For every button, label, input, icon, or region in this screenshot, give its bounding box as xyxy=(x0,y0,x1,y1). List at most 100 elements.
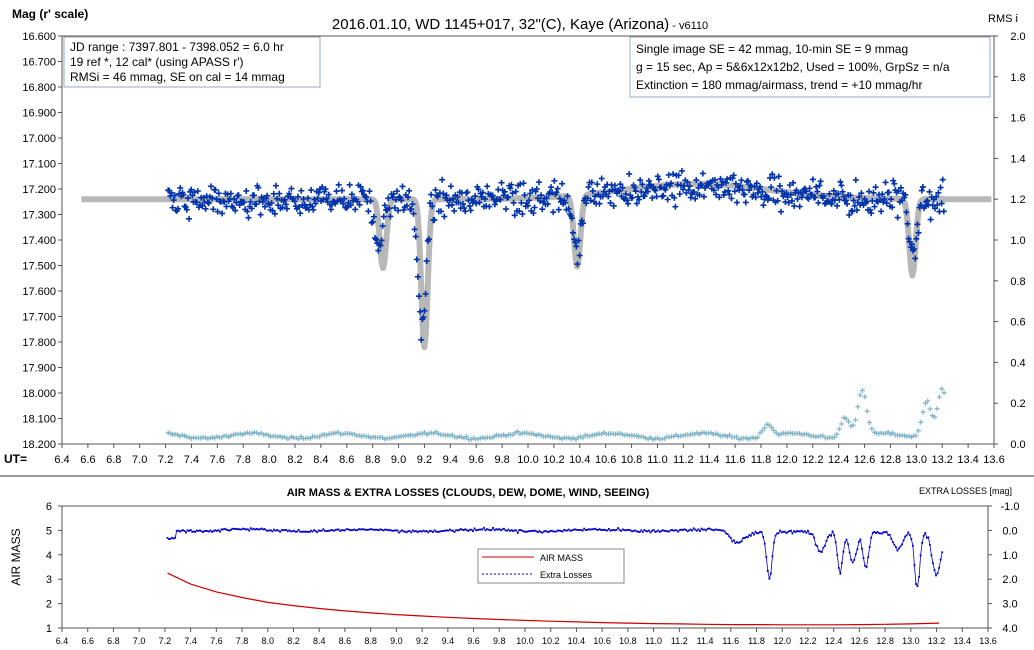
extra-losses-point xyxy=(219,530,221,533)
magnitude-point xyxy=(718,181,725,188)
extra-losses-point xyxy=(617,527,620,529)
extra-losses-point xyxy=(476,529,479,531)
top-x-tick-label: 13.6 xyxy=(983,454,1004,466)
extra-losses-point xyxy=(320,529,323,532)
magnitude-point xyxy=(283,205,290,212)
top-y2-tick-label: 0.0 xyxy=(1010,439,1025,451)
magnitude-point xyxy=(839,188,846,195)
magnitude-point xyxy=(526,197,533,204)
extra-losses-point xyxy=(357,528,360,531)
magnitude-point xyxy=(366,188,373,195)
magnitude-point xyxy=(385,195,392,202)
extra-losses-point xyxy=(834,541,837,544)
magnitude-point xyxy=(184,195,191,202)
extra-losses-point xyxy=(411,529,414,532)
magnitude-point xyxy=(817,178,824,185)
magnitude-point xyxy=(512,188,519,195)
extra-losses-point xyxy=(621,528,624,531)
extra-losses-point xyxy=(557,529,559,532)
extra-losses-point xyxy=(484,529,487,532)
extra-losses-point xyxy=(217,529,220,532)
extra-losses-point xyxy=(657,529,660,532)
magnitude-point xyxy=(472,193,479,200)
extra-losses-point xyxy=(181,529,184,532)
extra-losses-point xyxy=(439,530,442,533)
extra-losses-point xyxy=(790,529,792,532)
extra-losses-point xyxy=(888,533,891,536)
top-y-label: Mag (r' scale) xyxy=(12,7,88,21)
magnitude-point xyxy=(170,197,177,204)
top-x-tick-label: 11.6 xyxy=(725,454,746,466)
magnitude-point xyxy=(754,189,761,196)
top-y2-ticks: 2.0 1.8 1.6 1.4 1.2 1.0 0.8 0.6 0.4 0.2 0.0 xyxy=(994,31,1026,451)
rms-point xyxy=(934,406,940,412)
extra-losses-point xyxy=(584,529,587,531)
extra-losses-point xyxy=(362,528,365,531)
magnitude-point xyxy=(684,179,691,186)
magnitude-point xyxy=(885,189,892,196)
extra-losses-point xyxy=(191,530,194,533)
top-y-tick-label: 17.400 xyxy=(22,235,56,247)
extra-losses-point xyxy=(456,529,459,532)
bottom-y2-tick-label: 1.0 xyxy=(1002,550,1017,562)
extra-losses-point xyxy=(840,562,843,564)
extra-losses-point xyxy=(785,532,788,534)
magnitude-point xyxy=(676,190,683,197)
magnitude-point xyxy=(296,203,303,210)
magnitude-point xyxy=(347,202,354,209)
extra-losses-point xyxy=(833,534,836,537)
top-x-tick-label: 9.6 xyxy=(469,454,484,466)
extra-losses-point xyxy=(882,531,885,534)
extra-losses-point xyxy=(620,530,623,532)
magnitude-point xyxy=(912,255,919,262)
magnitude-point xyxy=(460,200,467,207)
extra-losses-point xyxy=(499,529,502,532)
extra-losses-point xyxy=(473,527,476,530)
rms-point xyxy=(578,434,584,440)
top-x-tick-label: 10.8 xyxy=(621,454,642,466)
bottom-y-tick-label: 3 xyxy=(46,574,52,586)
magnitude-point xyxy=(927,216,934,223)
magnitude-point xyxy=(812,194,819,201)
magnitude-point xyxy=(643,185,650,192)
rms-point xyxy=(654,435,660,441)
extra-losses-point xyxy=(407,530,410,533)
extra-losses-point xyxy=(641,531,644,533)
extra-losses-point xyxy=(316,531,319,534)
extra-losses-point xyxy=(533,529,536,532)
extra-losses-point xyxy=(232,527,235,530)
magnitude-point xyxy=(454,193,461,200)
magnitude-point xyxy=(209,195,216,202)
extra-losses-point xyxy=(773,541,775,544)
rms-point xyxy=(256,431,262,437)
extra-losses-point xyxy=(723,530,726,533)
extra-losses-point xyxy=(447,529,450,532)
magnitude-point xyxy=(584,195,591,202)
extra-losses-point xyxy=(323,529,326,532)
extra-losses-point xyxy=(527,530,530,533)
extra-losses-point xyxy=(661,529,664,532)
extra-losses-point xyxy=(715,528,718,531)
extra-losses-point xyxy=(567,528,570,531)
magnitude-point xyxy=(835,190,842,197)
extra-losses-point xyxy=(786,531,789,533)
magnitude-point xyxy=(189,192,196,199)
extra-losses-point xyxy=(635,530,638,533)
magnitude-point xyxy=(264,192,271,199)
top-y-tick-label: 17.100 xyxy=(22,159,56,171)
magnitude-point xyxy=(186,215,193,222)
magnitude-point xyxy=(244,208,251,215)
bottom-x-tick-label: 9.6 xyxy=(467,636,480,646)
extra-losses-point xyxy=(878,532,880,535)
top-x-tick-label: 8.6 xyxy=(339,454,354,466)
extra-losses-point xyxy=(240,528,243,531)
extra-losses-point xyxy=(470,528,473,531)
extra-losses-point xyxy=(876,531,879,533)
bottom-x-tick-label: 11.0 xyxy=(645,636,662,646)
magnitude-point xyxy=(773,187,780,194)
top-x-tick-label: 12.0 xyxy=(776,454,797,466)
extra-losses-point xyxy=(637,530,640,533)
magnitude-point xyxy=(276,190,283,197)
extra-losses-point xyxy=(753,533,755,536)
magnitude-point xyxy=(757,183,764,190)
